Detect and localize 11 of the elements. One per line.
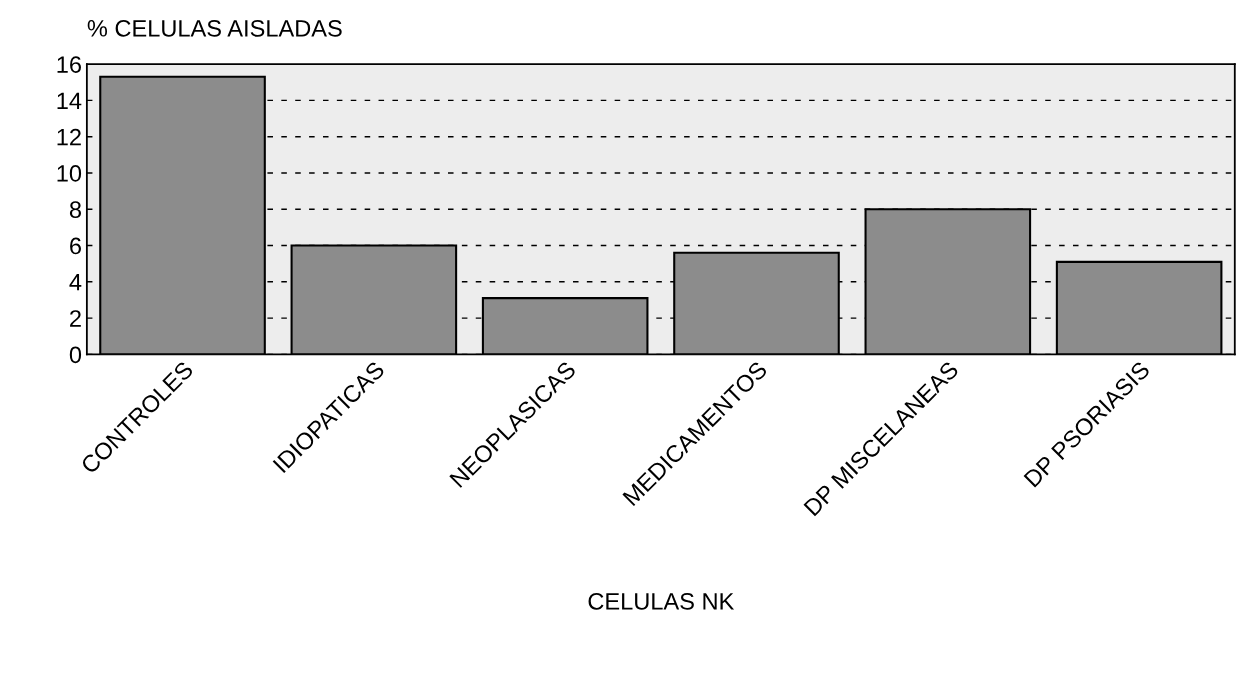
y-tick-label: 12 — [57, 128, 81, 146]
y-tick-label: 10 — [57, 165, 82, 182]
y-axis-title: % CELULAS AISLADAS — [87, 19, 342, 37]
y-tick-label: 4 — [69, 274, 82, 291]
y-tick-label: 2 — [70, 310, 81, 327]
y-tick-label: 16 — [57, 56, 81, 73]
x-axis-title: CELULAS NK — [588, 593, 735, 610]
y-tick-label: 0 — [69, 346, 82, 364]
y-tick-label: 14 — [57, 92, 82, 109]
y-tick-label: 6 — [70, 237, 81, 255]
y-tick-label: 8 — [69, 201, 81, 219]
